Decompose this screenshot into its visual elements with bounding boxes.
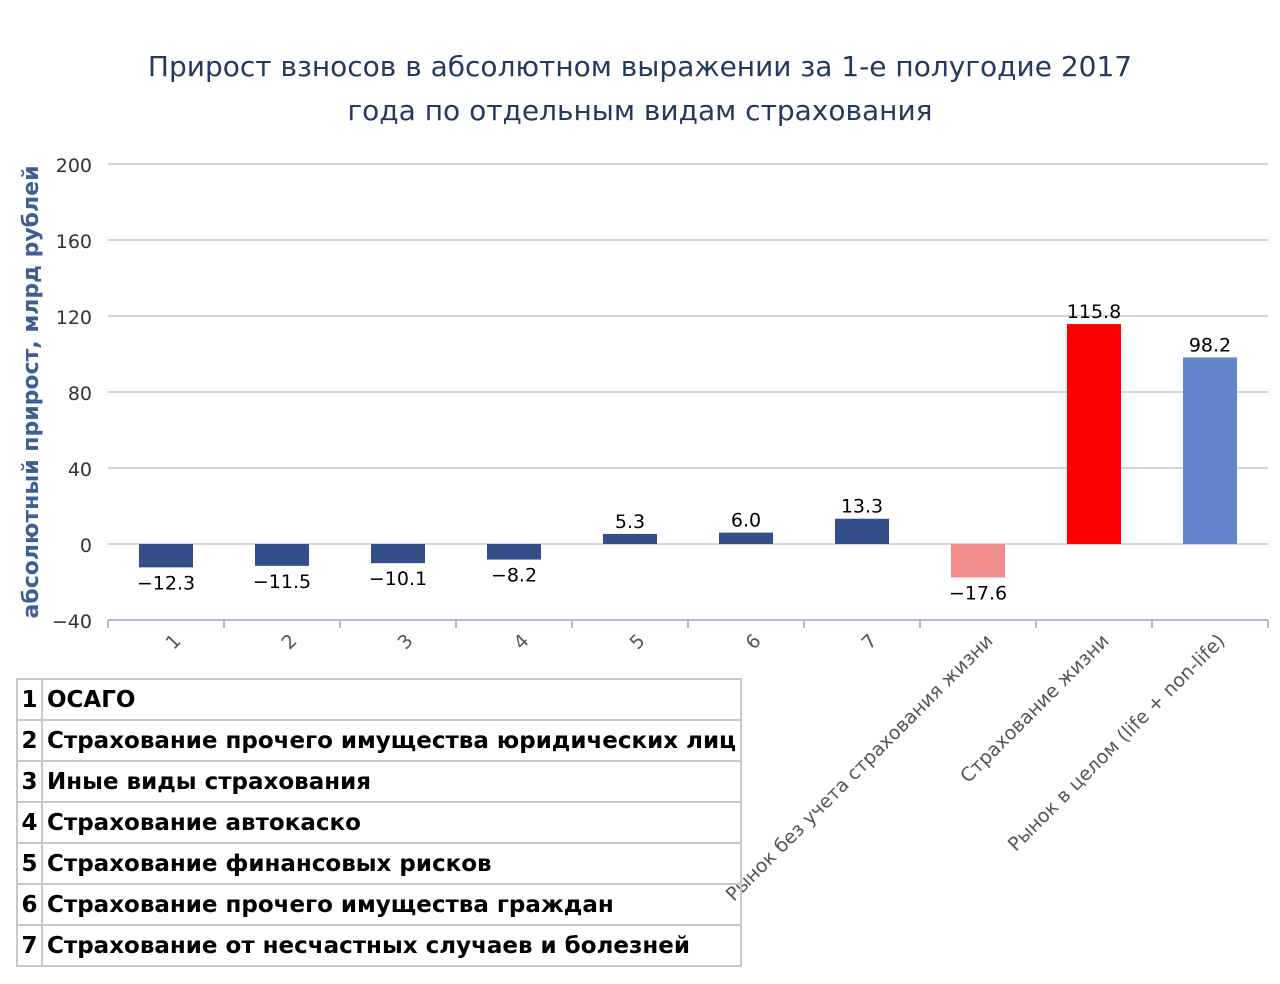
y-tick-label: 80 <box>68 383 92 405</box>
y-tick-label: 200 <box>56 155 92 177</box>
y-tick-label: 40 <box>68 459 92 481</box>
bar <box>951 544 1005 578</box>
bar-value-label: −17.6 <box>949 582 1007 604</box>
value-labels: −12.3 −11.5 −10.1 −8.2 5.3 6.0 13.3 −17.6 115.8 9… <box>137 301 1231 604</box>
legend-number: 7 <box>16 924 43 967</box>
legend-label: Страхование автокаско <box>40 801 743 844</box>
bar <box>1067 323 1121 544</box>
bar-value-label: −8.2 <box>491 565 537 587</box>
x-tick-label: 7 <box>857 630 881 654</box>
legend-label: ОСАГО <box>40 678 743 721</box>
legend-row: 7 Страхование от несчастных случаев и бол… <box>16 924 743 967</box>
legend-number: 1 <box>16 678 43 721</box>
bar <box>487 544 541 560</box>
bars <box>139 323 1237 578</box>
y-tick-label: 0 <box>80 535 92 557</box>
bar-value-label: 5.3 <box>615 511 645 533</box>
bar-value-label: −11.5 <box>253 571 311 593</box>
legend-label: Иные виды страхования <box>40 760 743 803</box>
category-legend-table: 1 ОСАГО 2 Страхование прочего имущества юри… <box>16 678 743 967</box>
legend-row: 1 ОСАГО <box>16 678 743 721</box>
y-axis-label: абсолютный прирост, млрд рублей <box>19 166 44 619</box>
bar <box>139 544 193 568</box>
legend-label: Страхование от несчастных случаев и боле… <box>40 924 743 967</box>
legend-row: 6 Страхование прочего имущества граждан <box>16 883 743 926</box>
legend-row: 2 Страхование прочего имущества юридическ… <box>16 719 743 762</box>
y-tick-label: 160 <box>56 231 92 253</box>
legend-label: Страхование финансовых рисков <box>40 842 743 885</box>
legend-number: 5 <box>16 842 43 885</box>
bar-value-label: 13.3 <box>841 496 883 518</box>
bar <box>835 518 889 544</box>
x-tick-label: Рынок без учета страхования жизни <box>722 630 998 906</box>
y-tick-label: −40 <box>52 611 92 633</box>
legend-label: Страхование прочего имущества граждан <box>40 883 743 926</box>
bar-value-label: −12.3 <box>137 572 195 594</box>
x-tick-label: Рынок в целом (life + non-life) <box>1004 630 1230 856</box>
bar <box>719 532 773 544</box>
x-tick-label: 4 <box>509 630 533 654</box>
bar-value-label: 6.0 <box>731 510 761 532</box>
legend-row: 4 Страхование автокаско <box>16 801 743 844</box>
bar <box>1183 357 1237 544</box>
bar-value-label: −10.1 <box>369 568 427 590</box>
x-tick-label: 3 <box>393 630 417 654</box>
legend-number: 4 <box>16 801 43 844</box>
legend-row: 5 Страхование финансовых рисков <box>16 842 743 885</box>
legend-number: 3 <box>16 760 43 803</box>
bar-value-label: 98.2 <box>1189 334 1231 356</box>
legend-label: Страхование прочего имущества юридически… <box>40 719 743 762</box>
legend-number: 6 <box>16 883 43 926</box>
legend-number: 2 <box>16 719 43 762</box>
chart-title-line-1: Прирост взносов в абсолютном выражении з… <box>147 50 1133 83</box>
x-tick-label: 6 <box>741 630 765 654</box>
x-tick-label: 5 <box>625 630 649 654</box>
x-tick-label: 2 <box>277 630 301 654</box>
chart-title-line-2: года по отдельным видам страхования <box>347 94 933 127</box>
bar <box>371 544 425 564</box>
bar <box>603 533 657 544</box>
bar-value-label: 115.8 <box>1067 301 1121 323</box>
x-tick-label: 1 <box>161 630 185 654</box>
y-tick-label: 120 <box>56 307 92 329</box>
bar <box>255 544 309 566</box>
legend-row: 3 Иные виды страхования <box>16 760 743 803</box>
